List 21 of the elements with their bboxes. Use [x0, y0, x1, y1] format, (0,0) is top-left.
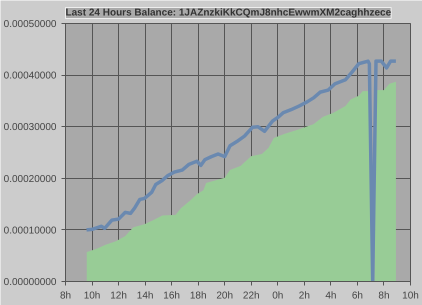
y-tick-label: 0.00020000	[4, 174, 57, 185]
x-tick-label: 8h	[378, 290, 390, 302]
y-tick-label: 0.00040000	[4, 70, 57, 82]
x-tick-label: 0h	[272, 290, 284, 302]
x-tick-label: 10h	[84, 290, 100, 302]
y-tick-label: 0.00010000	[4, 225, 57, 236]
x-tick-label: 6h	[352, 290, 363, 302]
x-tick-label: 8h	[60, 290, 72, 302]
x-tick-label: 12h	[110, 290, 127, 302]
x-tick-label: 22h	[242, 290, 260, 302]
x-tick-label: 18h	[190, 290, 207, 302]
x-tick-label: 2h	[298, 290, 310, 302]
chart-title: Last 24 Hours Balance: 1JAZnzkiKkCQmJ8nhcEwwmXM2caghhzece	[66, 8, 392, 18]
x-tick-label: 16h	[163, 290, 180, 302]
x-tick-label: 20h	[216, 290, 234, 302]
x-tick-label: 4h	[325, 290, 336, 302]
y-tick-label: 0.00050000	[4, 19, 57, 30]
x-tick-label: 10h	[402, 290, 419, 302]
y-tick-label: 0.00000000	[4, 277, 57, 288]
y-tick-label: 0.00030000	[4, 122, 57, 134]
x-tick-label: 14h	[136, 290, 154, 302]
